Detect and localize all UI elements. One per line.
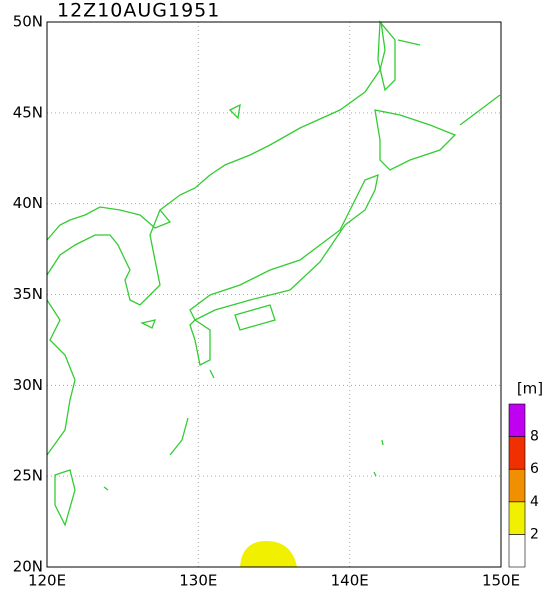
lat-label: 50N [13,13,43,31]
lat-label: 25N [13,467,43,485]
legend-level: 2 [530,526,539,542]
legend-swatch [508,501,526,535]
lon-label: 140E [331,572,369,590]
lat-label: 45N [13,103,43,121]
coastlines [46,20,501,527]
legend-swatch [508,534,526,568]
legend-swatch [508,436,526,470]
lon-label: 120E [28,572,66,590]
legend-level: 8 [530,429,539,445]
legend-unit: [m] [517,380,543,398]
color-legend: [m] 2 4 6 8 [508,380,543,568]
lat-label: 20N [13,558,43,576]
lat-label: 40N [13,194,43,212]
legend-level: 6 [530,461,539,477]
map-title: 12Z10AUG1951 [57,0,220,22]
lon-label: 150E [482,572,520,590]
lon-label: 130E [179,572,217,590]
wave-height-area [240,540,297,567]
lat-label: 30N [13,376,43,394]
map-frame [46,21,502,568]
legend-level: 4 [530,494,539,510]
legend-swatch [508,403,526,437]
legend-swatch [508,468,526,503]
lat-label: 35N [13,285,43,303]
grid [47,22,501,567]
